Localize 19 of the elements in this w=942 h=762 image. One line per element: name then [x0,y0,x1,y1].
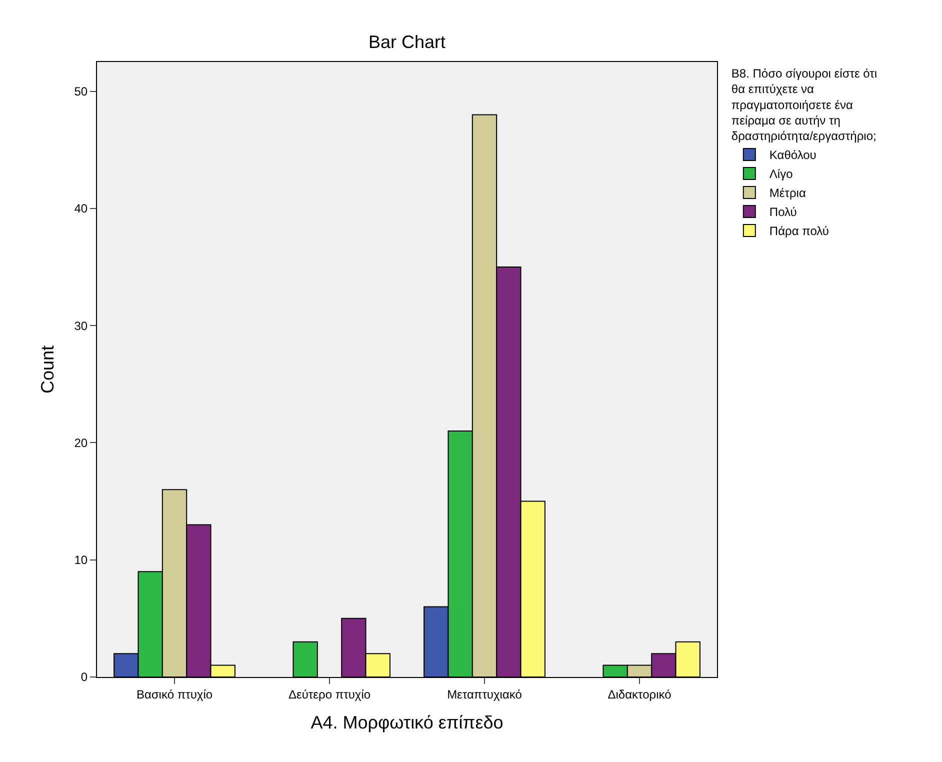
y-tick-label: 40 [74,202,88,216]
x-tick-label: Δεύτερο πτυχίο [288,687,371,702]
x-tick-label: Διδακτορικό [608,687,672,702]
x-tick-label: Βασικό πτυχίο [136,687,213,702]
y-tick-label: 30 [74,318,88,333]
x-tick-label: Μεταπτυχιακό [447,687,522,702]
x-axis-title: Α4. Μορφωτικό επίπεδο [310,712,504,732]
y-tick-label: 0 [80,670,88,684]
y-tick-label: 50 [74,84,88,98]
legend-label: Πάρα πολύ [769,224,829,238]
legend-label: Καθόλου [769,148,816,162]
legend-label: Μέτρια [769,186,806,200]
y-tick-label: 20 [74,436,88,450]
y-tick-label: 10 [74,553,88,568]
legend-label: Πολύ [769,205,797,220]
chart-title: Bar Chart [368,32,446,52]
legend-title: Β8. Πόσο σίγουροι είστε ότι θα επιτύχετε να πραγματοποιήσετε ένα πείραμα σε αυτήν τη δραστηριότητα/εργαστήριο; [731,66,878,143]
y-axis-title: Count [37,345,58,394]
legend-label: Λίγο [769,167,794,182]
